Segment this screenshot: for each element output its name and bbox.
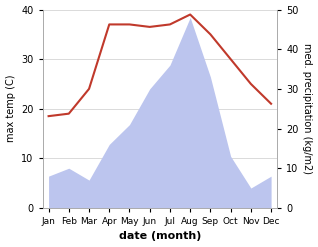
X-axis label: date (month): date (month) [119,231,201,242]
Y-axis label: max temp (C): max temp (C) [5,75,16,143]
Y-axis label: med. precipitation (kg/m2): med. precipitation (kg/m2) [302,43,313,174]
